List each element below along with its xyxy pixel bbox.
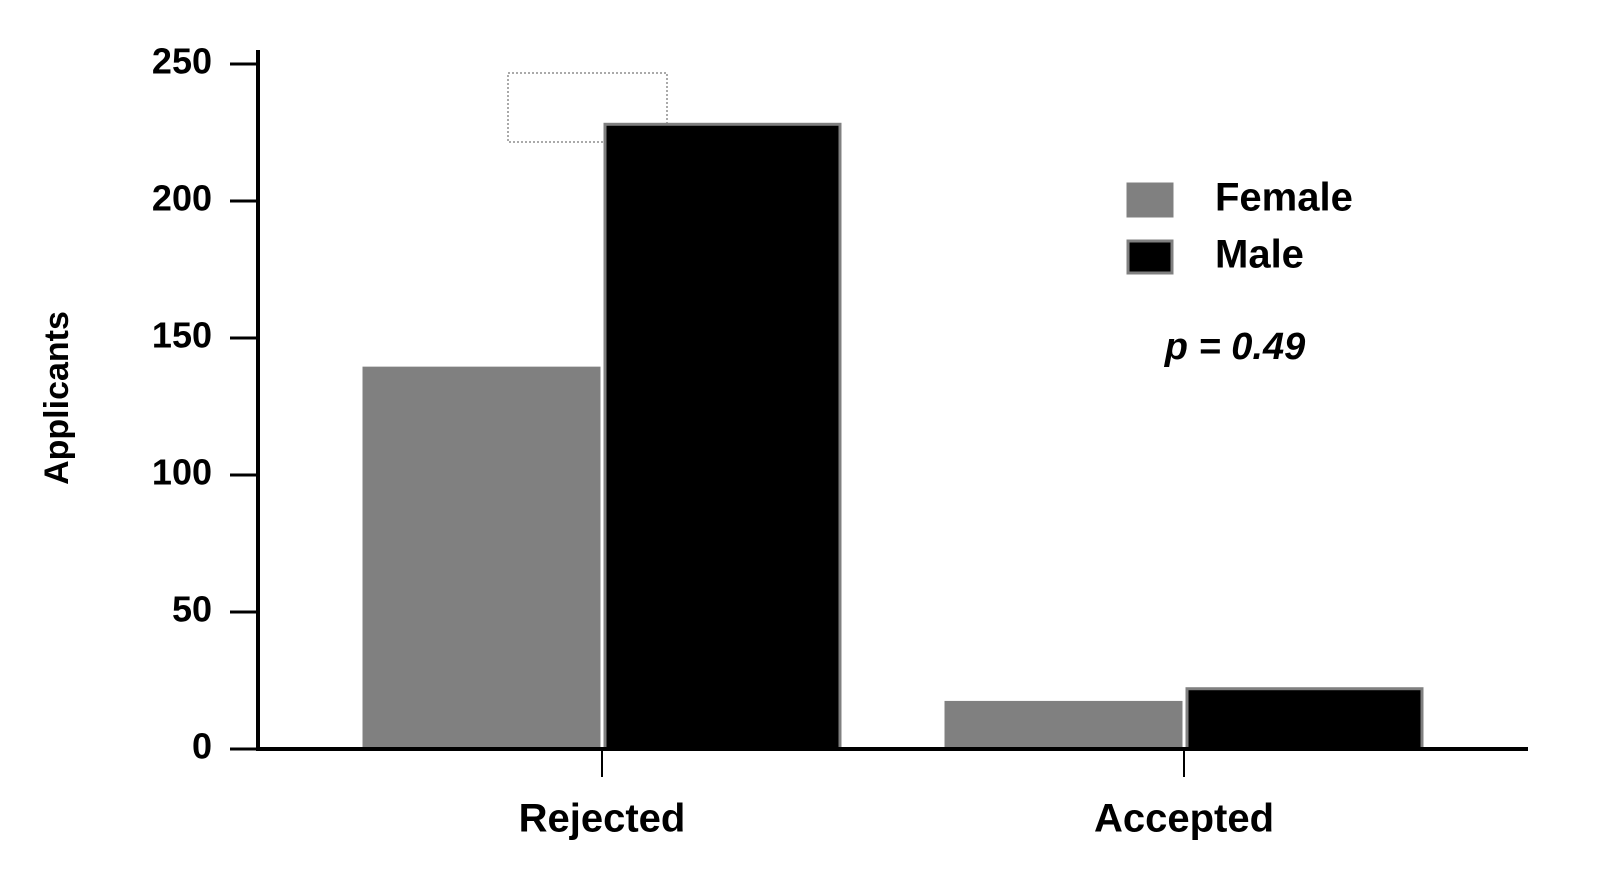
bar	[603, 122, 842, 751]
y-tick-label: 100	[152, 452, 212, 493]
y-tick-label: 150	[152, 315, 212, 356]
y-axis-label: Applicants	[38, 311, 76, 485]
annotation: p = 0.49	[1164, 326, 1305, 368]
y-tick-label: 200	[152, 178, 212, 219]
x-tick-label: Rejected	[519, 797, 686, 841]
selection-box	[507, 72, 668, 143]
bar	[362, 366, 601, 751]
legend-label: Female	[1215, 176, 1353, 220]
bar	[944, 700, 1183, 751]
bar	[1185, 687, 1424, 751]
legend-swatch	[1126, 182, 1174, 218]
x-tick-label: Accepted	[1094, 797, 1274, 841]
legend-swatch	[1126, 239, 1174, 275]
y-tick-label: 250	[152, 41, 212, 82]
y-tick-label: 50	[172, 589, 212, 630]
legend-label: Male	[1215, 233, 1304, 277]
y-tick-label: 0	[192, 726, 212, 767]
